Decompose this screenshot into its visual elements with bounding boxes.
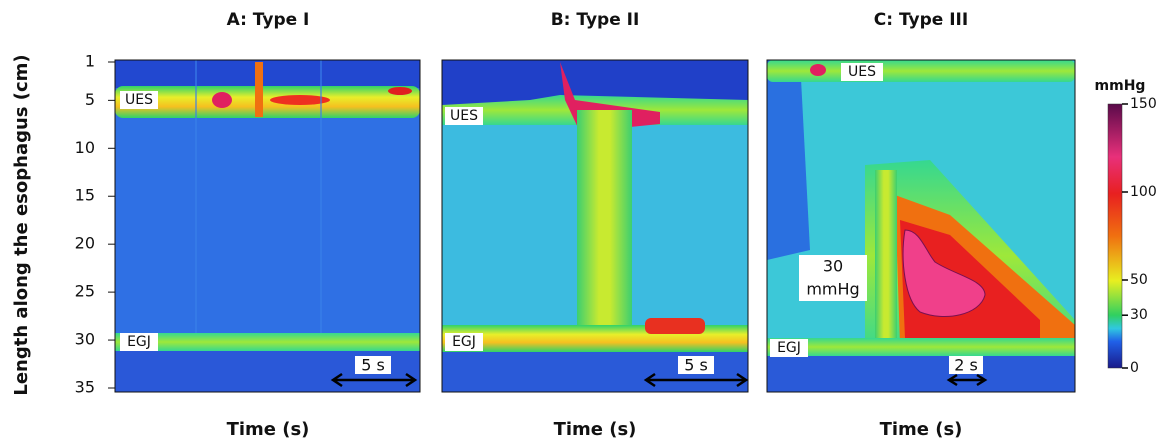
y-tick-label: 20 (75, 234, 95, 253)
annotation: mmHg (806, 280, 859, 299)
ues-label: UES (450, 108, 478, 124)
colorbar-tick-label: 0 (1130, 360, 1139, 376)
y-tick-label: 1 (85, 52, 95, 71)
ues-label: UES (125, 92, 153, 108)
label-box (678, 356, 714, 374)
scale-bar-label: 5 s (361, 356, 385, 375)
x-axis-label: Time (s) (227, 419, 310, 440)
label-box (949, 356, 983, 374)
label-box (799, 255, 867, 301)
panel-frame (766, 59, 1076, 393)
label-box (841, 63, 883, 81)
scale-bar-label: 5 s (684, 356, 708, 375)
label-box (445, 333, 483, 351)
panel-frame (441, 59, 749, 393)
colorbar-title: mmHg (1095, 78, 1146, 94)
scale-bar-label: 2 s (954, 356, 978, 375)
egj-label: EGJ (127, 334, 151, 350)
panel-title: B: Type II (551, 10, 640, 30)
x-axis-label: Time (s) (554, 419, 637, 440)
annotation: 30 (823, 257, 843, 276)
heatmap-a (115, 60, 420, 392)
panel-title: C: Type III (874, 10, 968, 30)
panel-frame (114, 59, 421, 393)
heatmap-b (442, 60, 748, 392)
y-tick-label: 5 (85, 90, 95, 109)
panel-title: A: Type I (227, 10, 310, 30)
label-box (770, 339, 808, 357)
y-tick-label: 35 (75, 378, 95, 397)
labels: UES EGJ UES EGJ UES EGJ 30 mmHg (120, 63, 883, 357)
colorbar-tick-label: 100 (1130, 184, 1157, 200)
colorbar-tick-label: 30 (1130, 307, 1148, 323)
label-box (445, 107, 483, 125)
y-tick-label: 30 (75, 330, 95, 349)
y-tick-label: 15 (75, 186, 95, 205)
scale-bars (330, 372, 988, 388)
y-tick-label: 10 (75, 138, 95, 157)
colorbar (1107, 103, 1123, 369)
x-axis-label: Time (s) (880, 419, 963, 440)
egj-label: EGJ (452, 334, 476, 350)
heatmap-c (767, 60, 1075, 392)
ues-label: UES (848, 64, 876, 80)
label-box (120, 91, 158, 109)
colorbar-tick-label: 150 (1130, 96, 1157, 112)
colorbar-tick-label: 50 (1130, 272, 1148, 288)
y-axis-label: Length along the esophagus (cm) (11, 54, 32, 395)
label-box (355, 356, 391, 374)
label-box (120, 333, 158, 351)
egj-label: EGJ (777, 340, 801, 356)
y-tick-label: 25 (75, 282, 95, 301)
